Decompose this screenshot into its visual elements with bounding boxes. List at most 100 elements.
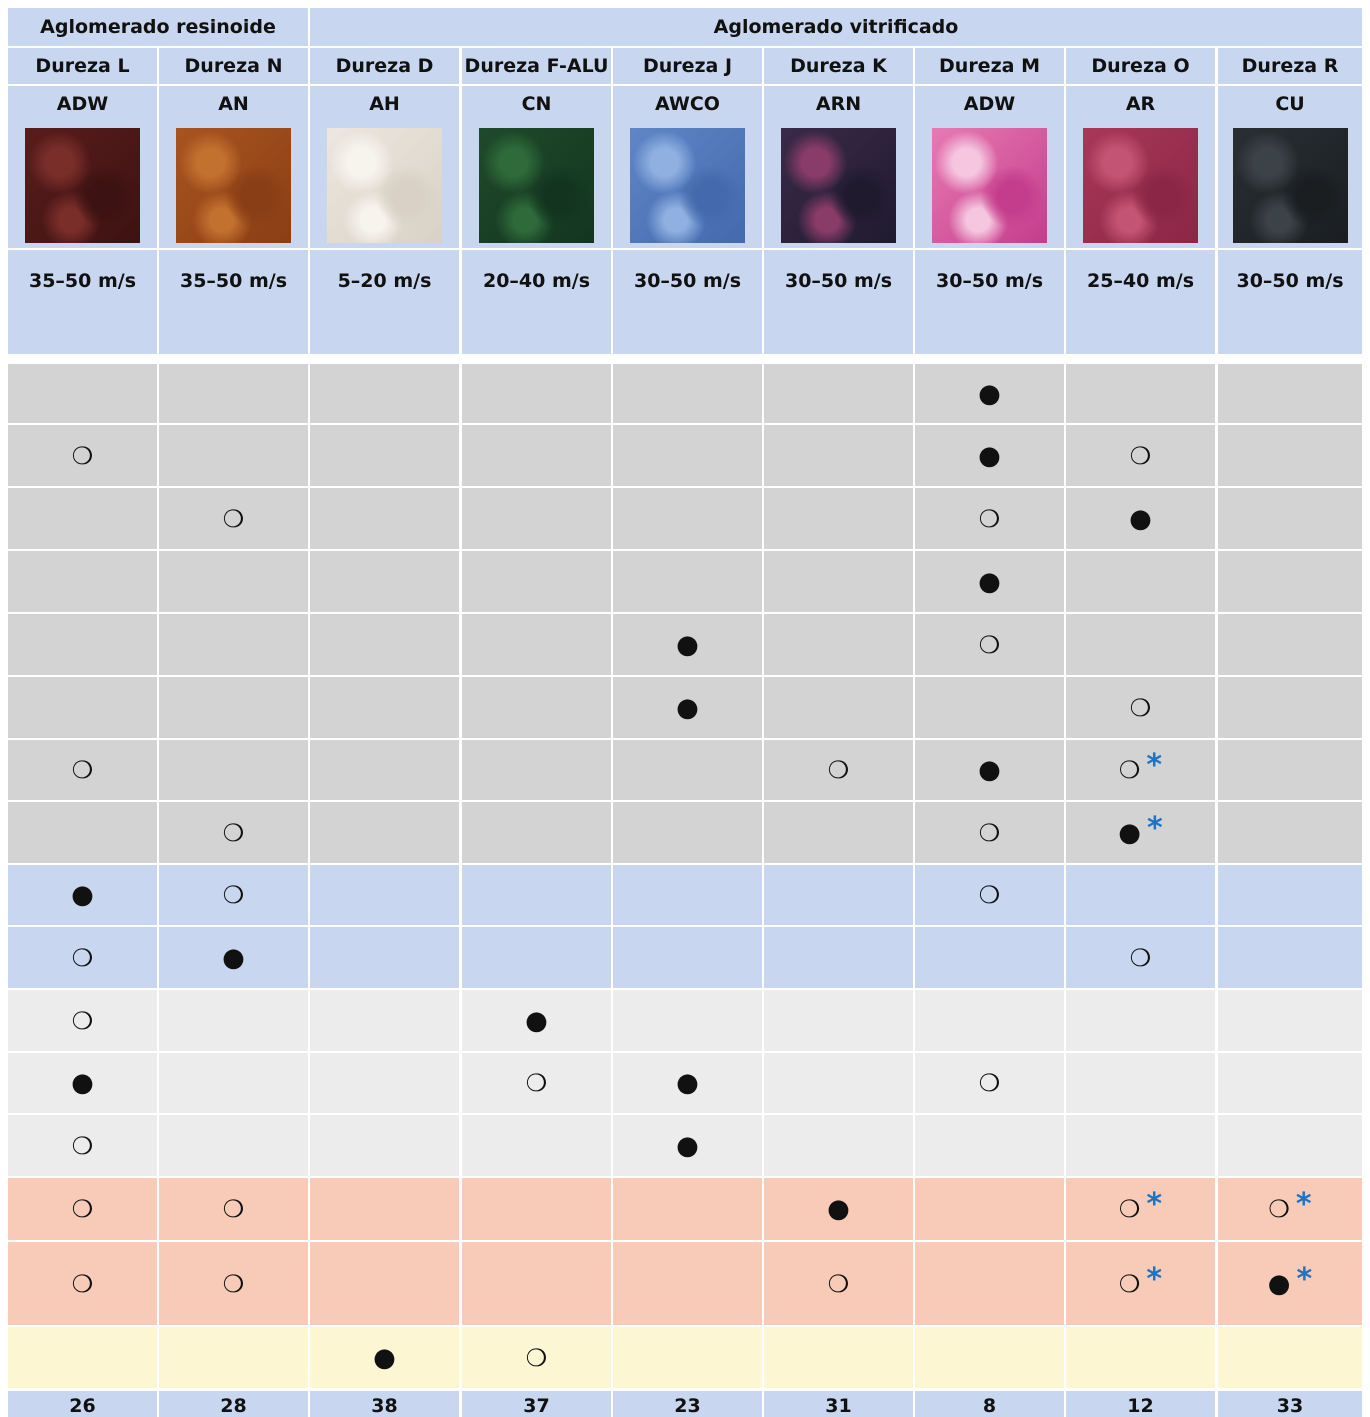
filled-dot-mark: ●	[373, 1342, 396, 1373]
table-cell	[310, 677, 459, 738]
table-cell	[310, 1115, 459, 1176]
table-cell: ❍ *	[1066, 740, 1215, 800]
filled-dot-mark: ●	[676, 692, 699, 723]
table-cell: ❍	[8, 1115, 157, 1176]
hardness-header: Dureza M	[915, 48, 1064, 84]
table-cell: ● *	[1218, 1242, 1362, 1325]
table-cell	[613, 740, 762, 800]
open-circle-mark: ❍	[525, 1069, 548, 1097]
abrasive-swatch-cell	[310, 122, 459, 248]
filled-dot-mark: ●	[978, 566, 1001, 597]
open-circle-mark: ❍	[1129, 441, 1152, 470]
table-cell	[613, 364, 762, 423]
table-cell	[613, 488, 762, 549]
speed-range: 25–40 m/s	[1066, 250, 1215, 354]
open-circle-mark: ❍	[978, 630, 1001, 659]
table-cell	[462, 865, 611, 925]
abrasive-swatch	[327, 127, 442, 243]
table-cell	[915, 1327, 1064, 1388]
table-cell	[915, 927, 1064, 988]
table-cell	[159, 1053, 308, 1113]
filled-dot-mark: ●	[978, 378, 1001, 409]
table-cell	[915, 1178, 1064, 1240]
table-cell	[462, 614, 611, 675]
abrasive-swatch	[1083, 127, 1198, 243]
table-cell	[310, 1178, 459, 1240]
table-cell	[310, 1242, 459, 1325]
table-cell	[764, 425, 913, 486]
group-header-vitrified: Aglomerado vitrificado	[310, 8, 1362, 46]
open-circle-mark: ❍	[222, 818, 245, 847]
hardness-header: Dureza K	[764, 48, 913, 84]
note-asterisk: *	[1146, 1261, 1163, 1297]
table-cell	[1066, 551, 1215, 612]
table-cell	[613, 425, 762, 486]
table-cell	[8, 364, 157, 423]
table-cell: ●	[915, 551, 1064, 612]
abrasive-swatch-cell	[159, 122, 308, 248]
table-cell: ❍	[8, 990, 157, 1051]
abrasive-swatch-cell	[8, 122, 157, 248]
table-cell: ●	[159, 927, 308, 988]
table-cell	[613, 990, 762, 1051]
table-cell: ●	[613, 1053, 762, 1113]
table-cell	[1066, 1053, 1215, 1113]
table-cell: ●	[613, 1115, 762, 1176]
speed-range: 35–50 m/s	[159, 250, 308, 354]
table-cell	[1218, 802, 1362, 863]
table-cell	[462, 364, 611, 423]
hardness-header: Dureza L	[8, 48, 157, 84]
table-cell	[613, 865, 762, 925]
table-cell	[1066, 364, 1215, 423]
note-asterisk: *	[1146, 748, 1163, 783]
table-cell	[462, 677, 611, 738]
open-circle-mark: ❍	[1118, 1195, 1141, 1223]
table-cell	[159, 614, 308, 675]
table-cell: ●	[1066, 488, 1215, 549]
table-cell	[764, 488, 913, 549]
table-cell	[1218, 1327, 1362, 1388]
filled-dot-mark: ●	[1129, 503, 1152, 534]
table-cell	[8, 1327, 157, 1388]
hardness-header: Dureza O	[1066, 48, 1215, 84]
table-cell	[159, 677, 308, 738]
open-circle-mark: ❍	[71, 441, 94, 470]
page-reference: 26	[8, 1391, 157, 1417]
table-cell	[764, 927, 913, 988]
table-cell	[159, 740, 308, 800]
table-cell: ❍	[159, 1242, 308, 1325]
open-circle-mark: ❍	[222, 1269, 245, 1298]
page-reference: 38	[310, 1391, 459, 1417]
abrasive-swatch-cell	[764, 122, 913, 248]
hardness-header: Dureza N	[159, 48, 308, 84]
table-cell: ❍	[159, 865, 308, 925]
table-cell	[1218, 865, 1362, 925]
table-cell: ●	[613, 614, 762, 675]
table-cell: ❍	[8, 1178, 157, 1240]
abrasive-code: AN	[159, 86, 308, 122]
page-reference: 8	[915, 1391, 1064, 1417]
table-cell	[764, 990, 913, 1051]
table-cell	[915, 990, 1064, 1051]
abrasive-swatch-cell	[1066, 122, 1215, 248]
filled-dot-mark: ●	[71, 1068, 94, 1098]
open-circle-mark: ❍	[71, 943, 94, 972]
table-cell	[764, 865, 913, 925]
table-cell	[310, 927, 459, 988]
open-circle-mark: ❍	[222, 881, 245, 909]
filled-dot-mark: ●	[827, 1194, 850, 1224]
table-cell: ❍	[8, 1242, 157, 1325]
open-circle-mark: ❍	[71, 1195, 94, 1223]
open-circle-mark: ❍	[978, 881, 1001, 909]
table-cell	[1218, 551, 1362, 612]
table-cell: ❍	[159, 488, 308, 549]
table-cell: ❍	[159, 802, 308, 863]
table-cell	[764, 364, 913, 423]
table-cell	[159, 425, 308, 486]
table-cell: ●	[613, 677, 762, 738]
abrasive-swatch	[1232, 127, 1348, 243]
open-circle-mark: ❍	[827, 756, 850, 784]
hardness-header: Dureza D	[310, 48, 459, 84]
table-cell	[310, 1053, 459, 1113]
